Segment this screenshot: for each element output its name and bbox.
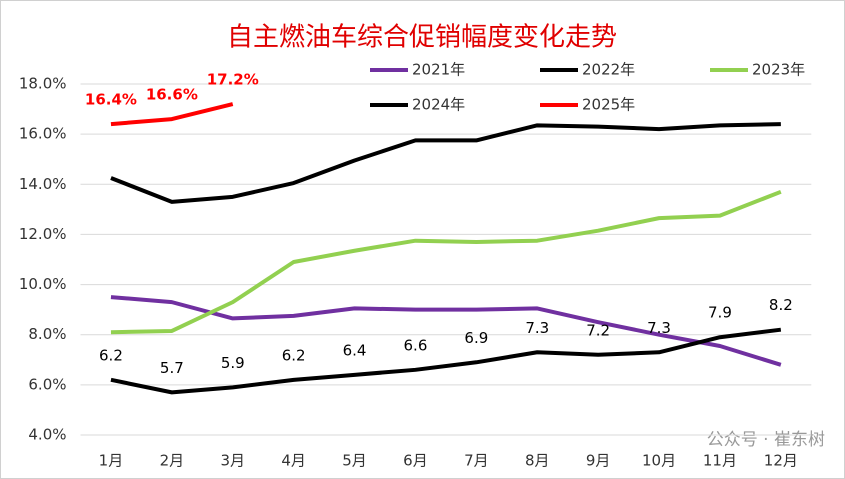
y-tick-label: 14.0% bbox=[19, 175, 67, 193]
data-label: 5.9 bbox=[221, 354, 245, 372]
x-tick-label: 12月 bbox=[764, 452, 798, 470]
y-tick-label: 4.0% bbox=[28, 426, 66, 444]
legend-label: 2023年 bbox=[752, 61, 805, 79]
series-line bbox=[110, 327, 782, 395]
data-label: 6.9 bbox=[464, 329, 488, 347]
legend-label: 2022年 bbox=[582, 61, 635, 79]
x-tick-label: 4月 bbox=[281, 452, 306, 470]
x-tick-label: 6月 bbox=[403, 452, 428, 470]
data-label: 6.4 bbox=[343, 341, 367, 359]
data-label: 7.9 bbox=[708, 304, 732, 322]
data-label: 7.3 bbox=[525, 319, 549, 337]
data-label: 6.6 bbox=[404, 336, 428, 354]
x-tick-label: 9月 bbox=[586, 452, 611, 470]
data-label: 6.2 bbox=[99, 346, 123, 364]
series-line bbox=[110, 189, 782, 335]
x-tick-label: 7月 bbox=[464, 452, 489, 470]
data-label: 7.2 bbox=[586, 321, 610, 339]
y-tick-label: 18.0% bbox=[19, 75, 67, 93]
x-tick-label: 11月 bbox=[703, 452, 737, 470]
legend-label: 2024年 bbox=[412, 96, 465, 114]
x-tick-label: 10月 bbox=[642, 452, 676, 470]
y-tick-label: 10.0% bbox=[19, 275, 67, 293]
x-tick-label: 5月 bbox=[342, 452, 367, 470]
data-label: 17.2% bbox=[207, 71, 259, 89]
x-tick-label: 3月 bbox=[220, 452, 245, 470]
data-label: 6.2 bbox=[282, 346, 306, 364]
y-tick-label: 12.0% bbox=[19, 225, 67, 243]
x-tick-label: 8月 bbox=[525, 452, 550, 470]
legend-label: 2025年 bbox=[582, 96, 635, 114]
series-line bbox=[110, 295, 782, 367]
x-tick-label: 2月 bbox=[160, 452, 185, 470]
series-line bbox=[110, 122, 781, 204]
legend-label: 2021年 bbox=[412, 61, 465, 79]
data-label: 8.2 bbox=[769, 296, 793, 314]
y-tick-label: 6.0% bbox=[28, 375, 66, 393]
x-tick-label: 1月 bbox=[99, 452, 124, 470]
data-label: 7.3 bbox=[647, 319, 671, 337]
y-tick-label: 16.0% bbox=[19, 125, 67, 143]
data-label: 16.4% bbox=[85, 91, 137, 109]
chart-title: 自主燃油车综合促销幅度变化走势 bbox=[227, 23, 617, 53]
watermark: 公众号 · 崔东树 bbox=[707, 430, 825, 450]
data-label: 16.6% bbox=[146, 86, 198, 104]
series-line bbox=[110, 102, 234, 127]
data-label: 5.7 bbox=[160, 359, 184, 377]
y-tick-label: 8.0% bbox=[28, 325, 66, 343]
